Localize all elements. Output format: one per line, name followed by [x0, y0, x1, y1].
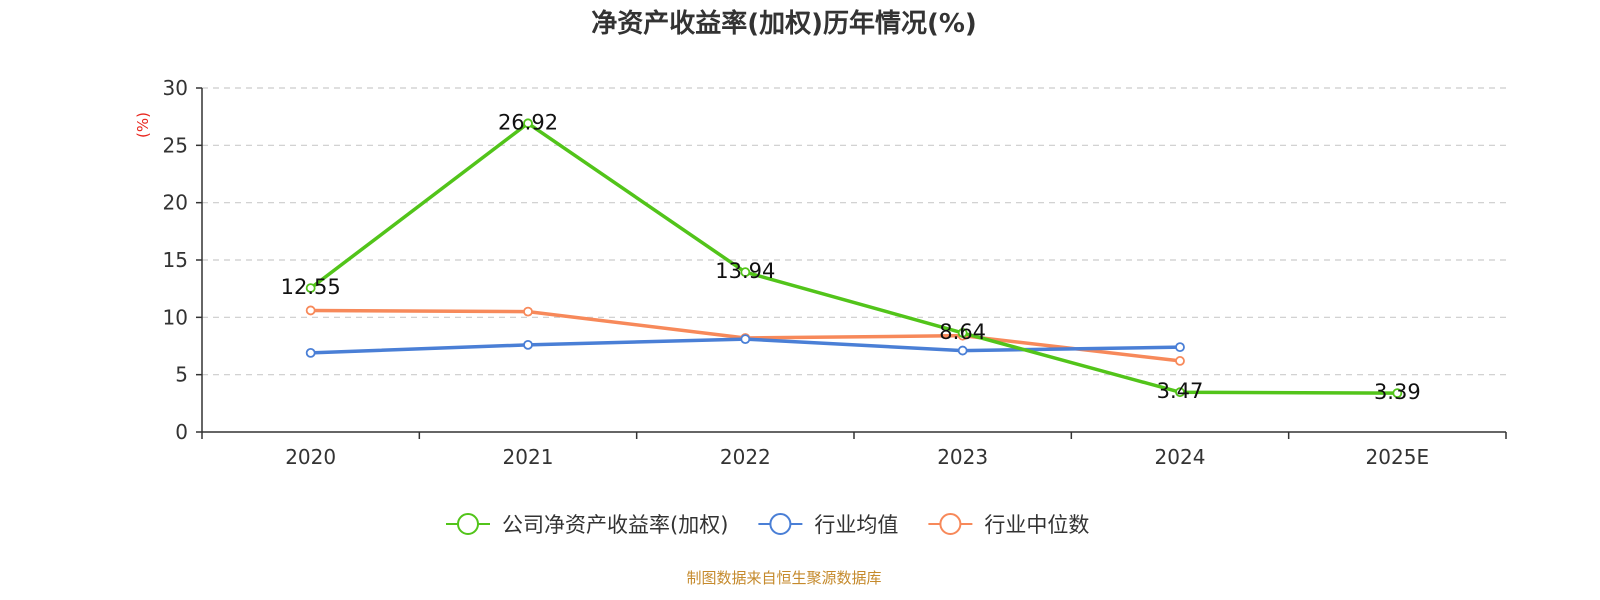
data-label: 3.47: [1157, 379, 1204, 403]
x-tick-label: 2021: [503, 445, 554, 469]
x-tick-label: 2025E: [1366, 445, 1430, 469]
data-point[interactable]: [1175, 342, 1185, 353]
axes: 0 5 10 15 20 25 30 2020 2021 2022 2023 2024 2025E: [163, 76, 1507, 469]
series-line: [308, 121, 1400, 395]
y-axis-label: (%): [134, 112, 152, 138]
data-point[interactable]: [305, 305, 316, 316]
legend-label: 行业均值: [814, 513, 898, 537]
legend-item[interactable]: 行业中位数: [928, 513, 1089, 537]
y-tick-label: 5: [175, 363, 188, 387]
data-point[interactable]: [957, 328, 968, 338]
data-label: 12.55: [281, 275, 341, 299]
x-tick-label: 2023: [937, 445, 988, 469]
legend-circle-icon: [457, 513, 479, 535]
legend-item[interactable]: 公司净资产收益率(加权): [446, 513, 728, 537]
legend-label: 公司净资产收益率(加权): [502, 513, 728, 537]
legend-item[interactable]: 行业均值: [758, 513, 898, 537]
source-note: 制图数据来自恒生聚源数据库: [686, 569, 881, 587]
data-point[interactable]: [1392, 388, 1403, 399]
x-tick-label: 2022: [720, 445, 771, 469]
legend-label: 行业中位数: [984, 513, 1089, 537]
y-tick-label: 25: [163, 133, 188, 157]
x-tick-label: 2024: [1155, 445, 1206, 469]
data-label: 26.92: [498, 110, 558, 134]
series-group: [305, 118, 1403, 399]
x-tick-label: 2020: [285, 445, 336, 469]
data-point[interactable]: [1175, 356, 1185, 366]
data-point[interactable]: [305, 347, 316, 358]
y-tick-label: 0: [175, 420, 188, 444]
data-point[interactable]: [523, 339, 533, 350]
data-label: 8.64: [939, 320, 986, 344]
legend[interactable]: 公司净资产收益率(加权) 行业均值 行业中位数: [446, 513, 1089, 537]
data-point[interactable]: [1175, 387, 1185, 398]
y-tick-label: 15: [163, 248, 188, 272]
y-tick-label: 20: [163, 191, 188, 215]
data-point[interactable]: [305, 283, 316, 293]
data-labels: 12.55 26.92 13.94 8.64 3.47 3.39: [281, 110, 1421, 404]
data-point[interactable]: [523, 118, 533, 129]
data-point[interactable]: [523, 306, 533, 317]
data-point[interactable]: [740, 267, 751, 278]
data-point[interactable]: [740, 334, 751, 345]
chart-title: 净资产收益率(加权)历年情况(%): [591, 8, 977, 39]
gridlines: [202, 87, 1506, 376]
data-point[interactable]: [957, 345, 968, 356]
data-label: 13.94: [715, 259, 775, 283]
y-tick-label: 10: [163, 305, 188, 329]
y-tick-label: 30: [163, 76, 188, 100]
legend-circle-icon: [939, 513, 962, 535]
legend-circle-icon: [769, 513, 792, 535]
data-label: 3.39: [1374, 380, 1421, 404]
